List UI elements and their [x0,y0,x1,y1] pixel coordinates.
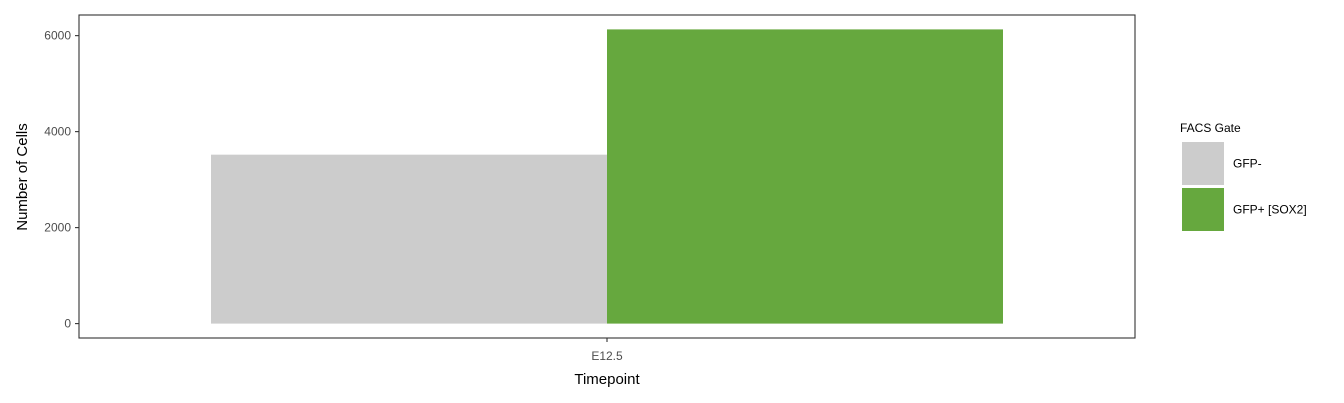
legend: FACS Gate GFP- GFP+ [SOX2] [1180,121,1307,231]
bars-group [211,29,1003,324]
bar-gfp-sox2-e12-5 [607,29,1003,324]
legend-key-1 [1182,142,1224,185]
y-tick-label: 0 [64,317,71,331]
y-tick-label: 6000 [44,29,71,43]
bar-gfp-e12-5 [211,154,607,324]
y-tick-label: 4000 [44,125,71,139]
x-axis: E12.5 [591,338,623,363]
y-axis: 0 2000 4000 6000 [44,29,79,331]
y-axis-title: Number of Cells [14,123,31,231]
legend-label-2: GFP+ [SOX2] [1233,203,1307,217]
y-tick-label: 2000 [44,221,71,235]
legend-title: FACS Gate [1180,121,1241,135]
legend-key-2 [1182,188,1224,231]
x-tick-label: E12.5 [591,349,623,363]
legend-label-1: GFP- [1233,157,1262,171]
x-axis-title: Timepoint [574,371,640,388]
